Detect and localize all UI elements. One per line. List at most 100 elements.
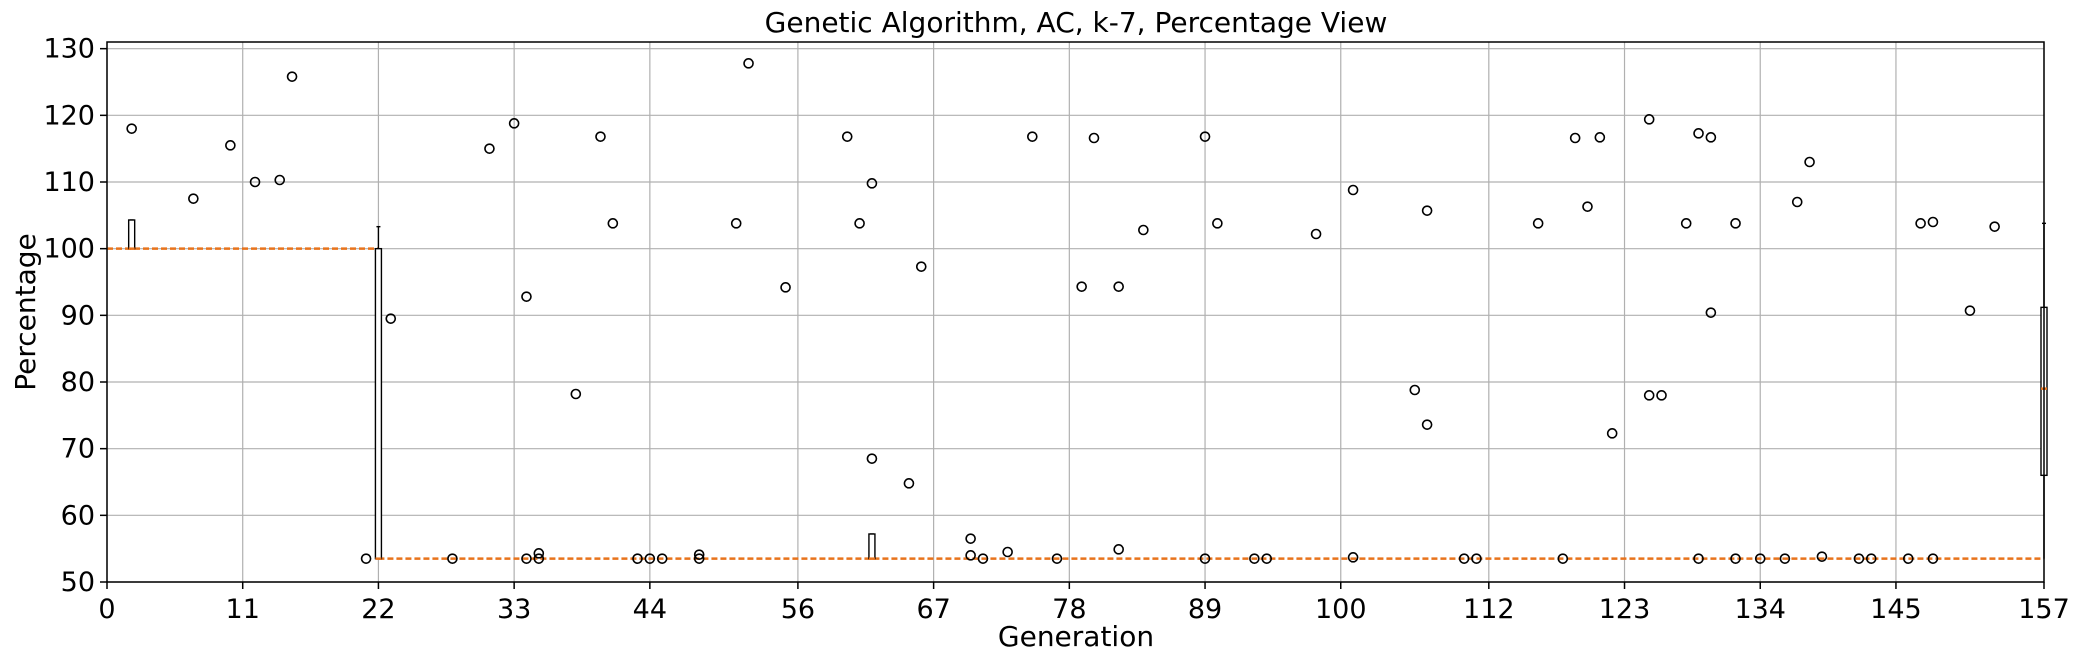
outlier-point xyxy=(607,218,619,229)
outlier-point xyxy=(595,131,606,142)
outlier-point xyxy=(249,176,261,188)
outlier-point xyxy=(1088,132,1100,144)
outlier-point xyxy=(1693,128,1704,139)
outlier-point xyxy=(1138,224,1149,236)
y-tick-label: 100 xyxy=(43,234,95,265)
box-rect xyxy=(127,219,136,250)
outlier-point xyxy=(1606,428,1618,439)
outlier-point xyxy=(1458,553,1470,564)
y-tick-label: 50 xyxy=(61,567,95,598)
outlier-point xyxy=(1643,114,1655,125)
outlier-point xyxy=(1199,131,1211,142)
x-tick-label: 157 xyxy=(2018,594,2070,625)
outlier-point xyxy=(1569,132,1581,144)
outlier-point xyxy=(1113,544,1124,555)
outlier-point xyxy=(1693,553,1704,564)
outlier-point xyxy=(1594,132,1606,143)
outlier-point xyxy=(903,478,915,489)
outlier-point xyxy=(225,140,236,151)
outlier-point xyxy=(915,261,927,272)
outlier-point xyxy=(126,123,137,134)
outlier-point xyxy=(1989,221,2000,232)
outlier-point xyxy=(1680,218,1692,229)
outlier-point xyxy=(632,553,643,564)
outlier-point xyxy=(1261,553,1273,564)
x-tick-label: 89 xyxy=(1188,594,1222,625)
outlier-point xyxy=(1421,419,1433,430)
outlier-point xyxy=(693,549,705,560)
outlier-point xyxy=(1310,228,1322,240)
outlier-point xyxy=(730,218,742,229)
y-tick-label: 130 xyxy=(43,34,95,65)
outlier-point xyxy=(385,313,397,324)
outlier-point xyxy=(1347,552,1359,563)
outlier-point xyxy=(977,553,989,564)
x-tick-label: 67 xyxy=(916,594,950,625)
outlier-point xyxy=(1816,551,1828,562)
outlier-point xyxy=(866,453,878,464)
outlier-point xyxy=(780,282,791,293)
outlier-point xyxy=(1557,553,1569,564)
outlier-point xyxy=(866,178,878,189)
outlier-point xyxy=(1212,218,1223,229)
outlier-point xyxy=(1927,553,1939,564)
outlier-point xyxy=(521,553,532,564)
outlier-point xyxy=(1002,546,1013,558)
x-axis-ticks: 0 11 22 33 44 56 67 78 89 100 112 123 134 145 157 xyxy=(98,582,2070,625)
outlier-point xyxy=(1730,553,1741,564)
y-tick-label: 120 xyxy=(43,100,95,131)
outlier-point xyxy=(1409,384,1421,396)
x-tick-label: 78 xyxy=(1052,594,1086,625)
outlier-point xyxy=(693,553,705,564)
x-tick-label: 22 xyxy=(361,594,395,625)
outlier-point xyxy=(447,553,458,564)
x-tick-label: 112 xyxy=(1463,594,1515,625)
x-tick-label: 33 xyxy=(497,594,531,625)
outlier-point xyxy=(656,553,668,564)
outlier-point xyxy=(360,553,372,564)
outlier-point xyxy=(965,550,976,561)
outlier-point xyxy=(1865,553,1877,564)
outlier-point xyxy=(1902,553,1914,564)
fliers xyxy=(126,58,2000,564)
grid xyxy=(106,42,2045,583)
outlier-point xyxy=(644,553,656,564)
outlier-point xyxy=(1113,281,1124,292)
outlier-point xyxy=(1347,184,1359,196)
y-axis-ticks: 50 60 70 80 90 100 110 120 130 xyxy=(43,34,107,598)
x-tick-label: 11 xyxy=(226,594,260,625)
outlier-point xyxy=(570,388,582,400)
outlier-point xyxy=(286,71,298,82)
y-tick-label: 110 xyxy=(43,167,95,198)
outlier-point xyxy=(965,533,976,544)
outlier-point xyxy=(1915,218,1926,229)
outlier-point xyxy=(1051,553,1063,564)
box-rect xyxy=(374,247,383,560)
outlier-point xyxy=(1705,307,1717,318)
outlier-point xyxy=(1532,218,1544,229)
outlier-point xyxy=(1249,553,1260,564)
outlier-point xyxy=(1199,553,1211,564)
outlier-point xyxy=(841,131,853,142)
boxes xyxy=(127,219,2048,560)
outlier-point xyxy=(1076,281,1087,292)
chart-title: Genetic Algorithm, AC, k-7, Percentage V… xyxy=(765,6,1388,39)
plot-frame xyxy=(106,41,2045,583)
outlier-point xyxy=(533,548,545,559)
outlier-point xyxy=(1582,201,1593,212)
outlier-point xyxy=(1779,553,1791,564)
outlier-point xyxy=(1964,305,1976,316)
outlier-point xyxy=(521,291,532,302)
outlier-point xyxy=(1471,553,1482,564)
x-tick-label: 145 xyxy=(1870,594,1922,625)
x-tick-label: 134 xyxy=(1734,594,1786,625)
x-tick-label: 100 xyxy=(1315,594,1367,625)
outlier-point xyxy=(508,118,520,129)
box-rect xyxy=(868,533,876,560)
outlier-point xyxy=(1643,390,1655,401)
outlier-point xyxy=(274,174,286,186)
outlier-point xyxy=(1853,553,1865,564)
y-tick-label: 80 xyxy=(61,367,95,398)
outlier-point xyxy=(1027,131,1038,142)
x-tick-label: 56 xyxy=(781,594,815,625)
